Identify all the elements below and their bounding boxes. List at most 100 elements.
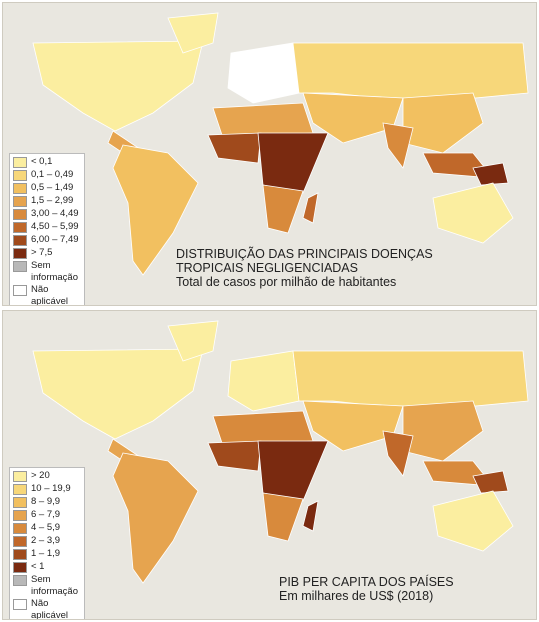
region — [472, 470, 509, 494]
legend-label: 1,5 – 2,99 — [31, 195, 74, 206]
legend-swatch — [13, 261, 27, 272]
legend-item: 6,00 – 7,49 — [13, 234, 81, 247]
legend-swatch — [13, 523, 27, 534]
legend-item: 0,1 – 0,49 — [13, 169, 81, 182]
legend-label: 6,00 – 7,49 — [31, 234, 79, 245]
legend-label: 1 – 1,9 — [31, 548, 61, 559]
region — [112, 144, 199, 276]
legend-label: 4,50 – 5,99 — [31, 221, 79, 232]
legend-swatch — [13, 536, 27, 547]
region — [227, 42, 300, 104]
region — [302, 400, 404, 452]
legend-swatch — [13, 285, 27, 296]
legend-label: Não aplicável — [31, 284, 68, 306]
legend-item: 10 – 19,9 — [13, 483, 81, 496]
region — [432, 182, 514, 244]
legend-item: Sem informação — [13, 260, 81, 284]
map-title: DISTRIBUIÇÃO DAS PRINCIPAIS DOENÇAS TROPI… — [176, 247, 433, 289]
legend-item: 6 – 7,9 — [13, 509, 81, 522]
region — [112, 452, 199, 584]
legend-swatch — [13, 510, 27, 521]
legend-swatch — [13, 497, 27, 508]
legend-item: > 7,5 — [13, 247, 81, 260]
legend-item: 1,5 – 2,99 — [13, 195, 81, 208]
legend-label: 0,5 – 1,49 — [31, 182, 74, 193]
map — [32, 320, 529, 584]
region — [402, 400, 484, 462]
legend-label: > 20 — [31, 470, 50, 481]
region — [382, 430, 414, 477]
legend-swatch — [13, 235, 27, 246]
legend-label: < 0,1 — [31, 156, 53, 167]
legend: < 0,1 0,1 – 0,49 0,5 – 1,49 1,5 – 2,99 3,00 … — [9, 153, 85, 306]
region — [302, 192, 319, 224]
legend-label: 10 – 19,9 — [31, 483, 71, 494]
legend-swatch — [13, 183, 27, 194]
region — [432, 490, 514, 552]
legend-item: 0,5 – 1,49 — [13, 182, 81, 195]
subtitle: Total de casos por milhão de habitantes — [176, 275, 397, 289]
legend-item: 4,50 – 5,99 — [13, 221, 81, 234]
legend-item: 8 – 9,9 — [13, 496, 81, 509]
region — [32, 40, 204, 132]
region — [262, 492, 304, 542]
region — [32, 348, 204, 440]
region — [227, 350, 300, 412]
legend-item: < 0,1 — [13, 156, 81, 169]
region — [257, 440, 329, 502]
map-panel: < 0,1 0,1 – 0,49 0,5 – 1,49 1,5 – 2,99 3,00 … — [2, 2, 537, 306]
legend-label: 0,1 – 0,49 — [31, 169, 74, 180]
legend-swatch — [13, 248, 27, 259]
legend-item: Não aplicável — [13, 284, 81, 306]
map — [32, 12, 529, 276]
legend-item: Não aplicável — [13, 598, 81, 620]
legend-label: < 1 — [31, 561, 45, 572]
region — [207, 440, 262, 472]
legend-label: 8 – 9,9 — [31, 496, 61, 507]
legend-label: Não aplicável — [31, 598, 68, 620]
legend-label: 6 – 7,9 — [31, 509, 61, 520]
legend-item: > 20 — [13, 470, 81, 483]
legend-label: Sem informação — [31, 260, 78, 283]
region — [302, 92, 404, 144]
map-title: PIB PER CAPITA DOS PAÍSES Em milhares de … — [279, 575, 454, 603]
legend-label: 4 – 5,9 — [31, 522, 61, 533]
legend-item: 4 – 5,9 — [13, 522, 81, 535]
region — [257, 132, 329, 194]
legend-label: > 7,5 — [31, 247, 53, 258]
title-line: DISTRIBUIÇÃO DAS PRINCIPAIS DOENÇAS — [176, 247, 433, 261]
legend: > 20 10 – 19,9 8 – 9,9 6 – 7,9 4 – 5,9 2 – 3,… — [9, 467, 85, 620]
legend-item: 2 – 3,9 — [13, 535, 81, 548]
region — [167, 12, 219, 54]
legend-swatch — [13, 484, 27, 495]
legend-swatch — [13, 170, 27, 181]
region — [302, 500, 319, 532]
region — [262, 184, 304, 234]
legend-item: 3,00 – 4,49 — [13, 208, 81, 221]
region — [382, 122, 414, 169]
legend-swatch — [13, 222, 27, 233]
legend-item: Sem informação — [13, 574, 81, 598]
legend-label: 3,00 – 4,49 — [31, 208, 79, 219]
title-line: TROPICAIS NEGLIGENCIADAS — [176, 261, 358, 275]
title-line: PIB PER CAPITA DOS PAÍSES — [279, 575, 454, 589]
legend-label: 2 – 3,9 — [31, 535, 61, 546]
legend-swatch — [13, 599, 27, 610]
region — [167, 320, 219, 362]
legend-item: 1 – 1,9 — [13, 548, 81, 561]
legend-swatch — [13, 549, 27, 560]
subtitle: Em milhares de US$ (2018) — [279, 589, 434, 603]
legend-item: < 1 — [13, 561, 81, 574]
region — [402, 92, 484, 154]
map-panel: > 20 10 – 19,9 8 – 9,9 6 – 7,9 4 – 5,9 2 – 3,… — [2, 310, 537, 620]
legend-swatch — [13, 209, 27, 220]
legend-swatch — [13, 157, 27, 168]
region — [207, 132, 262, 164]
region — [472, 162, 509, 186]
legend-swatch — [13, 196, 27, 207]
legend-swatch — [13, 471, 27, 482]
legend-swatch — [13, 575, 27, 586]
legend-swatch — [13, 562, 27, 573]
legend-label: Sem informação — [31, 574, 78, 597]
